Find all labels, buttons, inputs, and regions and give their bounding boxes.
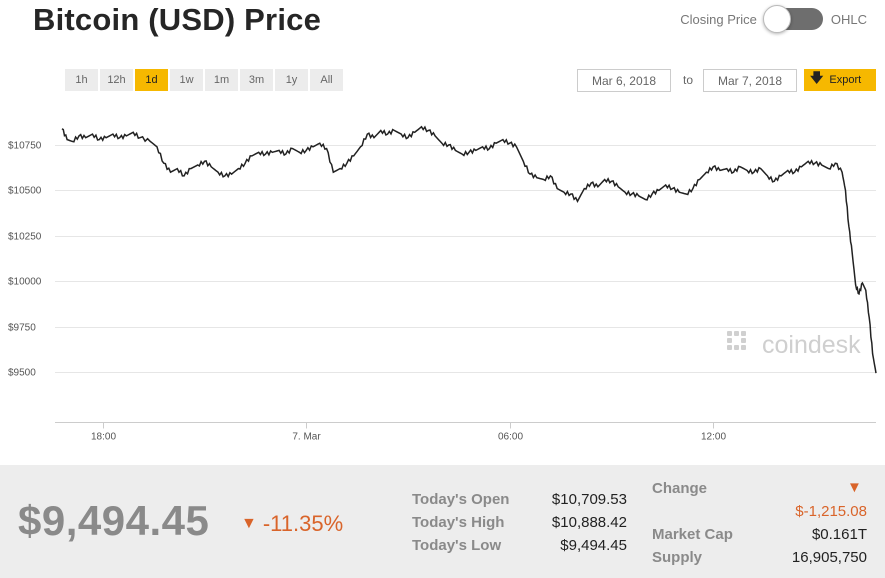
coindesk-watermark: coindesk	[727, 331, 861, 359]
current-price: $9,494.45	[18, 497, 210, 544]
market-cap-label: Market Cap	[652, 526, 733, 543]
market-cap-value: $0.161T	[811, 526, 867, 543]
change-percent: ▼ -11.35%	[241, 511, 343, 537]
export-label: Export	[829, 74, 862, 86]
supply-label: Supply	[652, 549, 703, 566]
range-1h[interactable]: 1h	[65, 69, 98, 91]
y-axis-labels: $9500 $9750 $10000 $10250 $10500 $10750	[8, 141, 42, 379]
range-12h[interactable]: 12h	[100, 69, 133, 91]
todays-low-value: $9,494.45	[560, 537, 627, 554]
todays-high-label: Today's High	[412, 514, 505, 531]
toggle-knob	[762, 5, 791, 33]
ohlc-toggle[interactable]	[762, 5, 823, 33]
coindesk-logo-icon	[727, 331, 746, 350]
todays-low-label: Today's Low	[412, 537, 502, 554]
x-tick-label: 18:00	[91, 432, 116, 443]
time-range-selector: 1h 12h 1d 1w 1m 3m 1y All	[65, 69, 343, 91]
date-to-input[interactable]: Mar 7, 2018	[703, 69, 797, 92]
x-tick-label: 12:00	[701, 432, 726, 443]
chart-mode-toggle-group: Closing Price OHLC	[680, 5, 867, 33]
date-from-input[interactable]: Mar 6, 2018	[577, 69, 671, 92]
x-tick-label: 7. Mar	[292, 432, 321, 443]
range-1y[interactable]: 1y	[275, 69, 308, 91]
range-all[interactable]: All	[310, 69, 343, 91]
ohlc-label: OHLC	[830, 11, 867, 27]
chart-grid	[55, 145, 876, 373]
change-percent-value: -11.35%	[262, 511, 344, 536]
todays-open-label: Today's Open	[412, 491, 510, 508]
y-tick-label: $10500	[8, 186, 42, 197]
change-down-triangle-icon: ▼	[847, 479, 862, 496]
y-tick-label: $10000	[8, 277, 42, 288]
y-tick-label: $9500	[8, 368, 36, 379]
export-button[interactable]: 🡇 Export	[804, 69, 876, 91]
todays-open-value: $10,709.53	[551, 491, 627, 508]
closing-price-label: Closing Price	[680, 11, 757, 27]
y-tick-label: $9750	[8, 323, 36, 334]
change-label: Change	[652, 480, 708, 497]
y-tick-label: $10750	[8, 141, 42, 152]
x-tick-label: 06:00	[498, 432, 523, 443]
range-1d[interactable]: 1d	[135, 69, 168, 91]
stats-panel	[0, 465, 885, 578]
date-to-label: to	[683, 73, 694, 87]
x-axis: 18:00 7. Mar 06:00 12:00	[55, 422, 876, 443]
page-title: Bitcoin (USD) Price	[33, 2, 322, 37]
range-1w[interactable]: 1w	[170, 69, 203, 91]
range-1m[interactable]: 1m	[205, 69, 238, 91]
range-3m[interactable]: 3m	[240, 69, 273, 91]
watermark-text: coindesk	[762, 331, 861, 359]
todays-high-value: $10,888.42	[551, 514, 627, 531]
down-triangle-icon: ▼	[241, 515, 257, 532]
price-chart[interactable]: $9500 $9750 $10000 $10250 $10500 $10750 18:00…	[0, 100, 885, 455]
price-series-line	[61, 125, 877, 374]
supply-value: 16,905,750	[791, 549, 867, 566]
y-tick-label: $10250	[8, 232, 42, 243]
change-value: $-1,215.08	[795, 503, 867, 520]
download-arrow-icon: 🡇	[810, 70, 824, 85]
